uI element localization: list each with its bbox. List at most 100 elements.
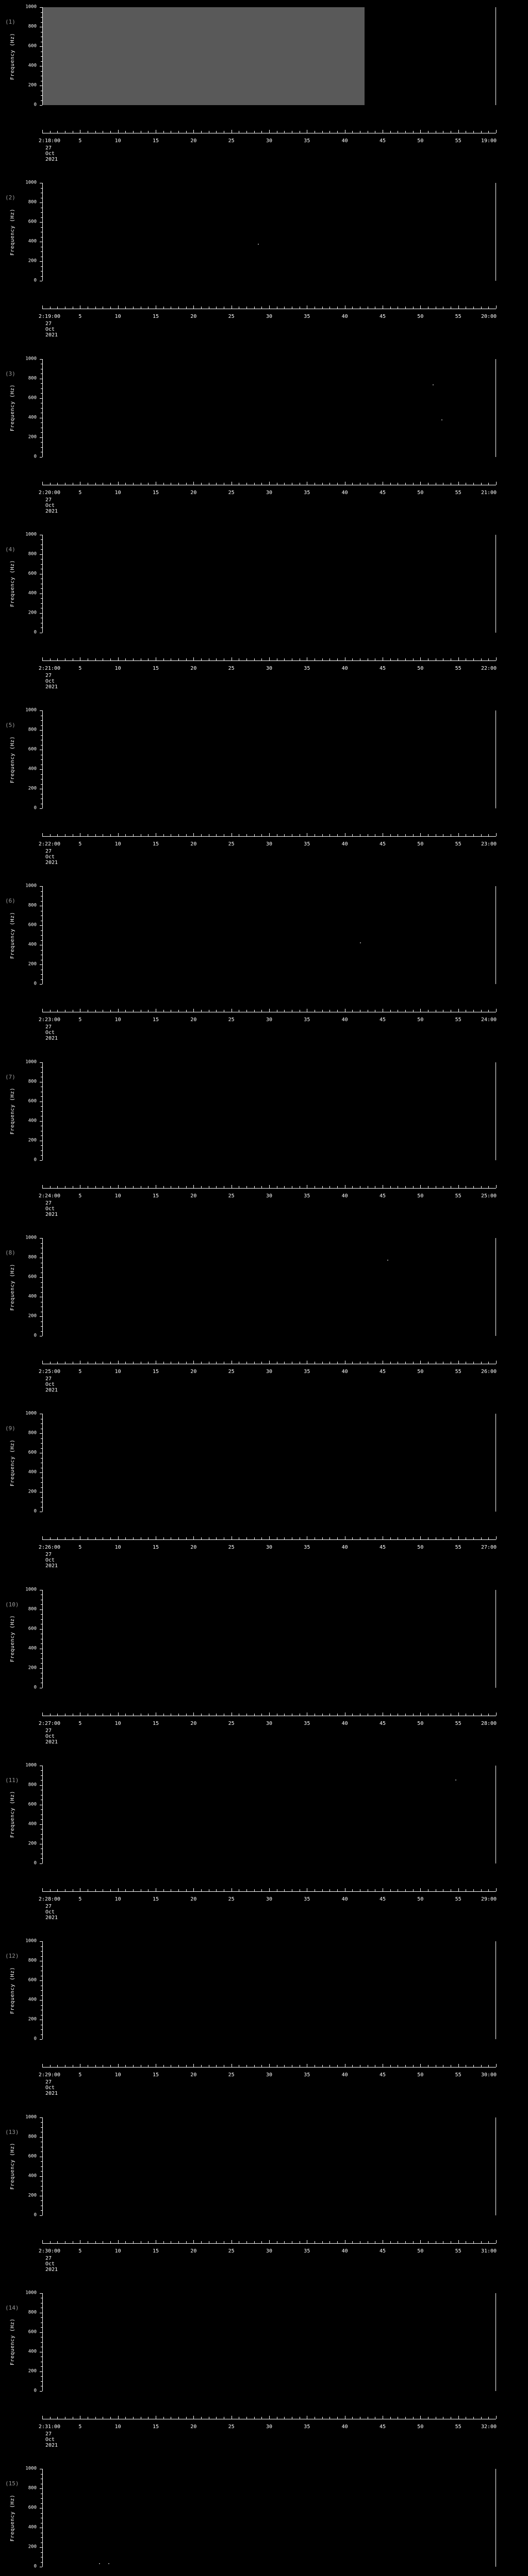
x-tick-label: 20: [190, 1017, 197, 1023]
y-tick-major: 800: [28, 2134, 42, 2139]
x-tick-minor: [125, 307, 126, 309]
x-tick-minor: [133, 1010, 134, 1012]
x-tick-major: [42, 1009, 43, 1012]
x-tick-minor: [405, 658, 406, 660]
x-axis-date-label: 27 Oct 2021: [45, 497, 58, 514]
plot-area[interactable]: [42, 886, 496, 985]
y-tick-minor: [41, 61, 42, 62]
y-tick-minor: [41, 1155, 42, 1156]
x-tick-major: [420, 1184, 421, 1188]
x-tick-minor: [261, 307, 262, 309]
y-tick-label: 200: [28, 2368, 37, 2374]
plot-area[interactable]: [42, 710, 496, 809]
x-tick-minor: [329, 1010, 331, 1012]
x-tick-label: 25: [228, 2072, 235, 2078]
plot-area[interactable]: [42, 2293, 496, 2391]
plot-area[interactable]: [42, 534, 496, 633]
x-tick-label: 30: [266, 314, 273, 320]
y-tick-label: 200: [28, 1138, 37, 1143]
plot-area[interactable]: [42, 2117, 496, 2215]
y-tick-minor: [41, 1106, 42, 1107]
x-tick-minor: [254, 1010, 255, 1012]
panel-index-label: (4): [5, 546, 15, 553]
y-tick-major: 800: [28, 552, 42, 556]
y-tick-minor: [41, 1770, 42, 1771]
panel-4: (4) Frequency (Hz) 0 200 400 600 800 1000 2:21:0…: [0, 528, 528, 703]
plot-area[interactable]: [42, 1414, 496, 1512]
x-tick-label: 15: [152, 138, 159, 144]
plot-area[interactable]: [42, 1238, 496, 1336]
x-tick-label: 50: [417, 841, 424, 848]
y-axis-title-text: Frequency (Hz): [10, 736, 16, 783]
y-tick-major: 1000: [25, 357, 42, 361]
x-tick-minor: [284, 2241, 285, 2243]
x-tick-minor: [110, 1010, 111, 1012]
x-tick-minor: [412, 482, 414, 485]
x-tick-label: 5: [78, 489, 82, 496]
x-tick-label: 15: [152, 1193, 159, 1199]
x-axis-labels: 2:24:00 5 10 15 20 25 30 35 40 45 50 55 25:00: [39, 1193, 497, 1200]
x-tick-label: 20: [190, 2072, 197, 2078]
x-tick-label: 15: [152, 1545, 159, 1551]
x-axis-date-label: 27 Oct 2021: [45, 1024, 58, 1041]
x-tick-minor: [329, 834, 331, 837]
plot-area[interactable]: [42, 1941, 496, 2040]
y-axis-title-text: Frequency (Hz): [10, 1088, 16, 1135]
x-tick-minor: [284, 1362, 285, 1364]
y-tick-label: 800: [28, 376, 37, 381]
x-tick-label: 10: [114, 1369, 121, 1375]
date-line: 27: [45, 1727, 52, 1734]
x-tick-major: [193, 1536, 194, 1540]
date-line: Oct: [45, 678, 55, 684]
y-tick-label: 600: [28, 922, 37, 928]
x-tick-label: 40: [341, 1720, 348, 1726]
x-tick-minor: [488, 307, 489, 309]
x-tick-minor: [488, 2416, 489, 2419]
y-tick-label: 0: [34, 1157, 37, 1163]
plot-area[interactable]: [42, 1062, 496, 1160]
x-tick-minor: [405, 1362, 406, 1364]
x-tick-label-start: 2:23:00: [38, 1017, 61, 1023]
date-line: 27: [45, 1200, 52, 1206]
x-tick-minor: [473, 482, 474, 485]
y-tick-label: 800: [28, 2310, 37, 2315]
plot-area[interactable]: [42, 1765, 496, 1863]
x-tick-label: 40: [341, 665, 348, 671]
y-tick-label: 400: [28, 1821, 37, 1827]
x-tick-minor: [488, 834, 489, 837]
x-tick-major: [269, 1184, 270, 1188]
plot-area[interactable]: [42, 2469, 496, 2567]
plot-frame: 0 200 400 600 800 1000: [25, 180, 496, 283]
plot-area[interactable]: [42, 183, 496, 281]
x-tick-minor: [110, 1362, 111, 1364]
plot-area[interactable]: [42, 359, 496, 457]
date-line: 27: [45, 1903, 52, 1909]
x-tick-minor: [110, 2241, 111, 2243]
plot-area[interactable]: [42, 1589, 496, 1688]
x-tick-minor: [405, 834, 406, 837]
x-tick-label: 50: [417, 1193, 424, 1199]
y-tick-minor: [41, 1604, 42, 1605]
x-tick-minor: [473, 834, 474, 837]
y-tick-major: 1000: [25, 2115, 42, 2120]
x-tick-major: [496, 1009, 497, 1012]
x-tick-label: 10: [114, 2248, 121, 2254]
x-tick-minor: [57, 307, 58, 309]
x-tick-label: 30: [266, 1896, 273, 1902]
y-tick-minor: [41, 1946, 42, 1947]
x-tick-label: 20: [190, 1193, 197, 1199]
x-tick-major: [193, 2240, 194, 2243]
plot-area[interactable]: [42, 7, 496, 105]
panel-index-label: (7): [5, 1073, 15, 1080]
y-tick-minor: [41, 2127, 42, 2128]
x-tick-major: [269, 1712, 270, 1716]
x-tick-minor: [405, 307, 406, 309]
x-tick-minor: [284, 1713, 285, 1716]
y-axis-title: Frequency (Hz): [9, 1062, 16, 1160]
x-tick-minor: [488, 482, 489, 485]
x-tick-label: 5: [78, 2424, 82, 2430]
x-tick-minor: [246, 131, 247, 133]
x-tick-minor: [261, 1010, 262, 1012]
y-tick-major: 800: [28, 1431, 42, 1435]
x-tick-label: 45: [379, 2248, 386, 2254]
